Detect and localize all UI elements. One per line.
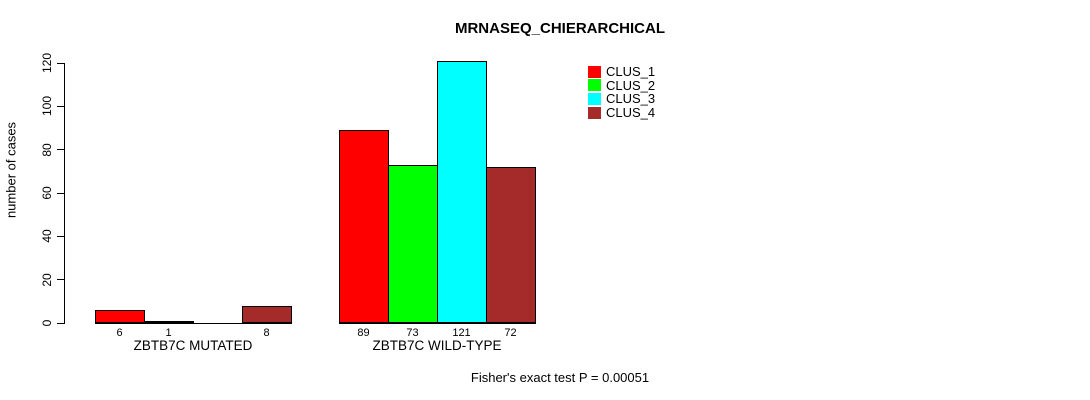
legend-item: CLUS_2 xyxy=(588,79,655,93)
bar-value-label: 121 xyxy=(452,327,471,339)
y-axis-tick-label: 80 xyxy=(40,142,54,157)
fisher-test-annotation: Fisher's exact test P = 0.00051 xyxy=(470,370,650,385)
group-baseline xyxy=(339,323,536,324)
y-axis-tick-label: 120 xyxy=(40,52,54,74)
bar-clus_2-wild-type xyxy=(388,165,438,323)
bar-clus_2-mutated xyxy=(144,321,194,323)
legend-label: CLUS_3 xyxy=(606,91,656,107)
y-axis-tick xyxy=(57,62,65,64)
bar-value-label: 8 xyxy=(263,327,270,339)
legend-item: CLUS_3 xyxy=(588,92,655,106)
legend-label: CLUS_2 xyxy=(606,77,656,93)
x-category-label: ZBTB7C MUTATED xyxy=(133,338,253,353)
y-axis-tick-label: 100 xyxy=(40,96,54,117)
bar-clus_4-mutated xyxy=(242,306,292,323)
legend-item: CLUS_1 xyxy=(588,65,655,79)
group-baseline xyxy=(95,323,292,324)
y-axis-tick xyxy=(57,105,65,107)
x-category-label: ZBTB7C WILD-TYPE xyxy=(372,338,502,353)
y-axis-tick xyxy=(57,322,65,324)
legend-swatch-clus_2 xyxy=(588,79,601,92)
y-axis-tick xyxy=(57,192,65,194)
y-axis-line xyxy=(64,63,65,324)
legend-swatch-clus_1 xyxy=(588,65,601,78)
legend-label: CLUS_1 xyxy=(606,64,656,80)
bar-clus_3-wild-type xyxy=(437,61,487,323)
bar-clus_4-wild-type xyxy=(486,167,536,323)
bar-value-label: 89 xyxy=(357,327,370,339)
y-axis-label: number of cases xyxy=(3,121,19,219)
legend-swatch-clus_3 xyxy=(588,92,601,105)
legend-label: CLUS_4 xyxy=(606,105,656,121)
y-axis-tick xyxy=(57,235,65,237)
legend-item: CLUS_4 xyxy=(588,106,655,120)
chart-title: MRNASEQ_CHIERARCHICAL xyxy=(454,20,665,37)
y-axis-tick-label: 40 xyxy=(40,229,54,244)
y-axis-tick-label: 0 xyxy=(40,319,54,327)
y-axis-tick xyxy=(57,279,65,281)
bar-clus_1-mutated xyxy=(95,310,145,323)
bar-value-label: 73 xyxy=(406,327,419,339)
y-axis-tick-label: 20 xyxy=(40,272,54,287)
bar-clus_1-wild-type xyxy=(339,130,389,323)
bar-value-label: 72 xyxy=(504,327,517,339)
bar-value-label: 6 xyxy=(116,327,123,339)
bar-value-label: 1 xyxy=(165,327,172,339)
legend: CLUS_1 CLUS_2 CLUS_3 CLUS_4 xyxy=(588,65,655,119)
y-axis-tick xyxy=(57,149,65,151)
y-axis-tick-label: 60 xyxy=(40,186,54,200)
legend-swatch-clus_4 xyxy=(588,106,601,119)
